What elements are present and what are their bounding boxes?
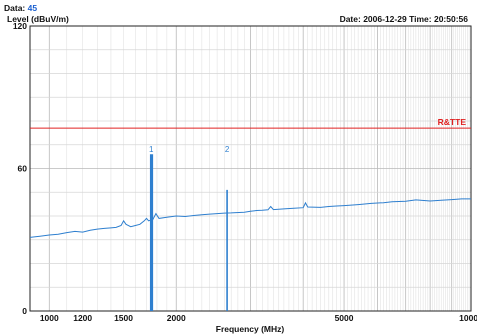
y-tick-label: 0 <box>22 306 27 316</box>
timestamp: Date: 2006-12-29 Time: 20:50:56 <box>340 14 468 24</box>
limit-line-label: R&TTE <box>438 117 467 127</box>
y-tick-label: 60 <box>18 164 28 174</box>
date-label: Date: <box>339 14 361 24</box>
x-tick-label: 1500 <box>114 313 133 323</box>
marker-label: 1 <box>149 145 154 154</box>
y-tick-label: 120 <box>13 21 27 31</box>
x-tick-label: 5000 <box>335 313 354 323</box>
date-value: 2006-12-29 <box>363 14 407 24</box>
x-tick-label: 10000 <box>459 313 477 323</box>
data-index-value: 45 <box>27 3 38 13</box>
time-value: 20:50:56 <box>433 14 468 24</box>
data-index: Data: 45 <box>4 3 37 13</box>
plot-frame <box>29 25 472 312</box>
x-tick-label: 2000 <box>167 313 186 323</box>
x-axis-title: Frequency (MHz) <box>216 324 285 334</box>
x-tick-label: 1000 <box>40 313 59 323</box>
grid-lines <box>29 26 471 311</box>
marker-label: 2 <box>225 145 230 154</box>
y-axis-title: Level (dBuV/m) <box>7 14 69 24</box>
x-tick-label: 1200 <box>73 313 92 323</box>
data-index-label: Data: <box>4 3 26 13</box>
time-label: Time: <box>409 14 432 24</box>
spectrum-trace <box>29 198 471 238</box>
